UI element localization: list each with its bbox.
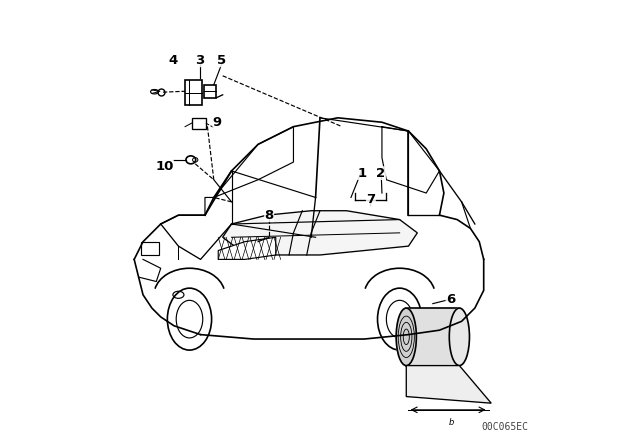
Text: 10: 10 bbox=[155, 160, 173, 173]
Text: 3: 3 bbox=[195, 54, 204, 67]
Bar bbox=[185, 80, 202, 104]
Ellipse shape bbox=[396, 308, 417, 366]
Text: 5: 5 bbox=[217, 54, 227, 67]
Polygon shape bbox=[218, 237, 276, 259]
Polygon shape bbox=[223, 211, 417, 255]
Text: 8: 8 bbox=[264, 209, 274, 222]
Text: 00C065EC: 00C065EC bbox=[481, 422, 528, 432]
Polygon shape bbox=[406, 366, 492, 403]
Text: 7: 7 bbox=[366, 193, 376, 206]
Bar bbox=[192, 118, 206, 129]
Text: 1: 1 bbox=[358, 167, 367, 180]
Ellipse shape bbox=[449, 308, 470, 366]
Bar bbox=[406, 308, 460, 366]
Text: b: b bbox=[449, 418, 454, 427]
Text: 6: 6 bbox=[446, 293, 455, 306]
Text: 2: 2 bbox=[376, 167, 386, 180]
Bar bbox=[204, 85, 216, 98]
Bar bbox=[141, 242, 159, 255]
Text: 9: 9 bbox=[212, 116, 222, 129]
Text: 4: 4 bbox=[168, 54, 178, 67]
